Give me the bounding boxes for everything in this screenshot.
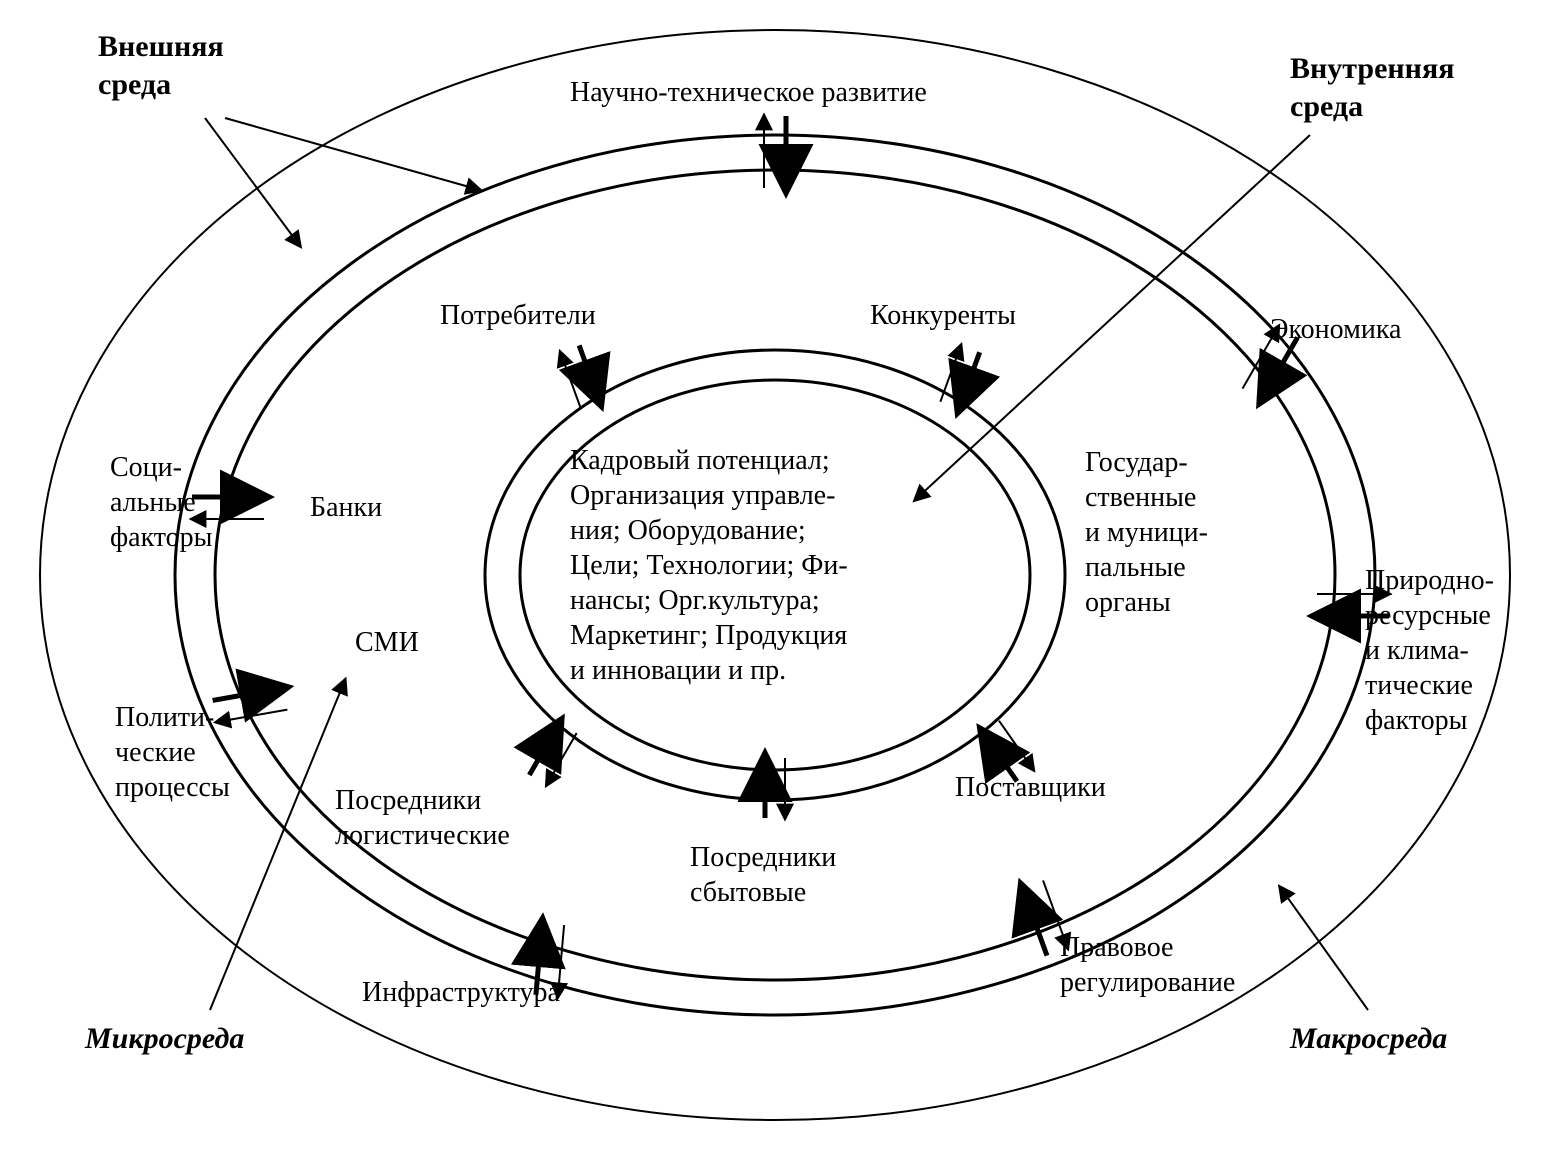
macro-label-5: Полити- ческие процессы [115,700,230,805]
callout-arrow-micro-0 [210,680,345,1010]
exchange-in-5 [213,688,284,701]
macro-label-2: Природно- ресурсные и клима- тические фа… [1365,563,1494,738]
callout-arrow-external-0 [205,118,300,246]
micro-label-1: Конкуренты [870,298,1016,333]
macro-label-6: Соци- альные факторы [110,450,212,555]
macro-label-4: Инфраструктура [362,975,560,1010]
micro-label-6: СМИ [355,625,419,660]
exchange-in-8 [959,352,980,408]
exchange-in-7 [579,345,600,401]
exchange-in-11 [529,723,559,775]
callout-arrow-macro-0 [1280,887,1368,1010]
macro-label-1: Экономика [1270,312,1401,347]
micro-label-3: Поставщики [955,770,1106,805]
micro-label-5: Посредники логистические [335,783,510,853]
callout-macro: Макросреда [1290,1020,1447,1058]
exchange-out-8 [940,345,961,401]
macro-label-0: Научно-техническое развитие [570,75,927,110]
macro-label-3: Правовое регулирование [1060,930,1235,1000]
micro-label-0: Потребители [440,298,596,333]
exchange-out-7 [560,352,581,408]
callout-internal: Внутренняя среда [1290,50,1454,125]
callout-micro: Микросреда [85,1020,244,1058]
micro-label-2: Государ- ственные и муници- пальные орга… [1085,445,1208,620]
exchange-in-3 [1022,888,1047,956]
core-text: Кадровый потенциал; Организация управле-… [570,443,848,688]
micro-label-7: Банки [310,490,382,525]
callout-external: Внешняя среда [98,28,224,103]
micro-label-4: Посредники сбытовые [690,840,836,910]
